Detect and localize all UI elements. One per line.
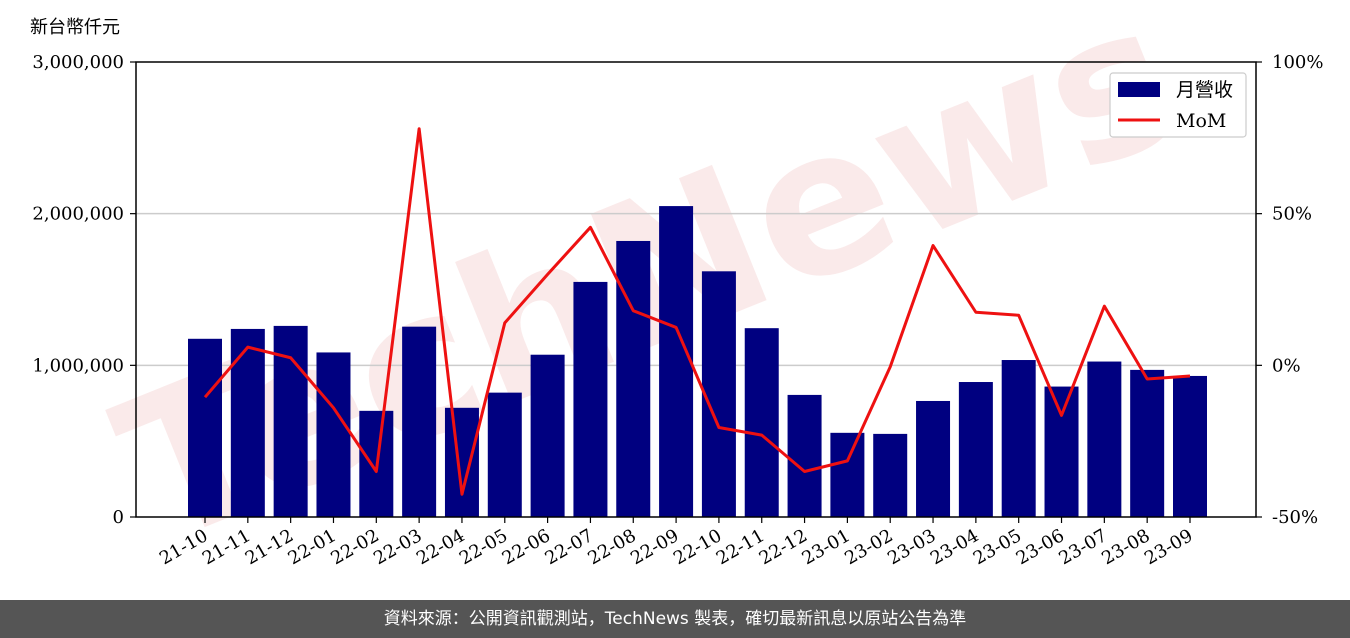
x-tick-label: 22-12 xyxy=(756,525,811,569)
x-tick-label: 22-03 xyxy=(370,525,425,569)
x-tick-label: 22-06 xyxy=(499,525,554,569)
revenue-bar xyxy=(530,354,565,517)
revenue-bar xyxy=(616,240,651,517)
legend-label-revenue: 月營收 xyxy=(1176,79,1233,101)
revenue-bar xyxy=(787,394,822,517)
revenue-bar xyxy=(1087,361,1122,517)
x-tick-label: 23-07 xyxy=(1055,525,1110,569)
revenue-bar xyxy=(1173,375,1207,517)
legend-label-mom: MoM xyxy=(1176,110,1226,132)
left-tick-label: 1,000,000 xyxy=(32,355,124,376)
y-axis-unit-label: 新台幣仟元 xyxy=(30,17,120,38)
revenue-bar xyxy=(701,271,736,517)
x-tick-label: 23-01 xyxy=(798,525,853,569)
plot-frame xyxy=(135,61,1257,518)
x-tick-label: 22-10 xyxy=(670,525,725,569)
legend-bar-swatch xyxy=(1118,82,1160,97)
left-tick-label: 0 xyxy=(113,507,124,528)
revenue-bar xyxy=(188,338,222,517)
revenue-bar xyxy=(916,400,951,517)
x-tick-label: 22-05 xyxy=(456,525,511,569)
revenue-bar xyxy=(573,281,608,517)
revenue-chart: TechNews01,000,0002,000,0003,000,000-50%… xyxy=(32,0,1323,590)
revenue-bar xyxy=(958,382,993,517)
mom-line xyxy=(203,127,1191,496)
revenue-bar xyxy=(316,352,351,517)
x-tick-label: 22-11 xyxy=(713,525,768,569)
x-tick-label: 22-07 xyxy=(541,525,596,569)
revenue-bar xyxy=(1130,369,1165,517)
revenue-bar xyxy=(873,433,908,517)
x-tick-label: 23-06 xyxy=(1013,525,1068,569)
x-tick-label: 23-02 xyxy=(841,525,896,569)
chart-area: TechNews01,000,0002,000,0003,000,000-50%… xyxy=(30,0,1323,590)
x-tick-label: 22-08 xyxy=(584,525,639,569)
right-tick-label: 100% xyxy=(1272,52,1323,73)
right-tick-label: 0% xyxy=(1272,355,1301,376)
right-tick-label: -50% xyxy=(1272,507,1318,528)
x-tick-label: 22-02 xyxy=(327,525,382,569)
x-tick-label: 22-04 xyxy=(413,525,468,569)
x-tick-label: 23-04 xyxy=(927,525,982,569)
x-tick-label: 23-08 xyxy=(1098,525,1153,569)
x-tick-label: 23-05 xyxy=(970,525,1025,569)
x-tick-label: 23-09 xyxy=(1141,525,1196,569)
revenue-bar xyxy=(744,328,779,517)
x-tick-label: 23-03 xyxy=(884,525,939,569)
revenue-bar xyxy=(1044,386,1079,517)
x-tick-label: 22-09 xyxy=(627,525,682,569)
revenue-bar xyxy=(1001,360,1036,517)
revenue-bar xyxy=(444,407,479,517)
left-tick-label: 2,000,000 xyxy=(32,204,124,225)
revenue-bar xyxy=(659,206,694,518)
right-tick-label: 50% xyxy=(1272,204,1312,225)
source-footer: 資料來源：公開資訊觀測站，TechNews 製表，確切最新訊息以原站公告為準 xyxy=(0,600,1350,638)
revenue-bar xyxy=(487,392,522,517)
left-tick-label: 3,000,000 xyxy=(32,52,124,73)
revenue-bar xyxy=(402,326,437,517)
revenue-bar xyxy=(830,432,865,517)
revenue-bar xyxy=(230,328,265,517)
